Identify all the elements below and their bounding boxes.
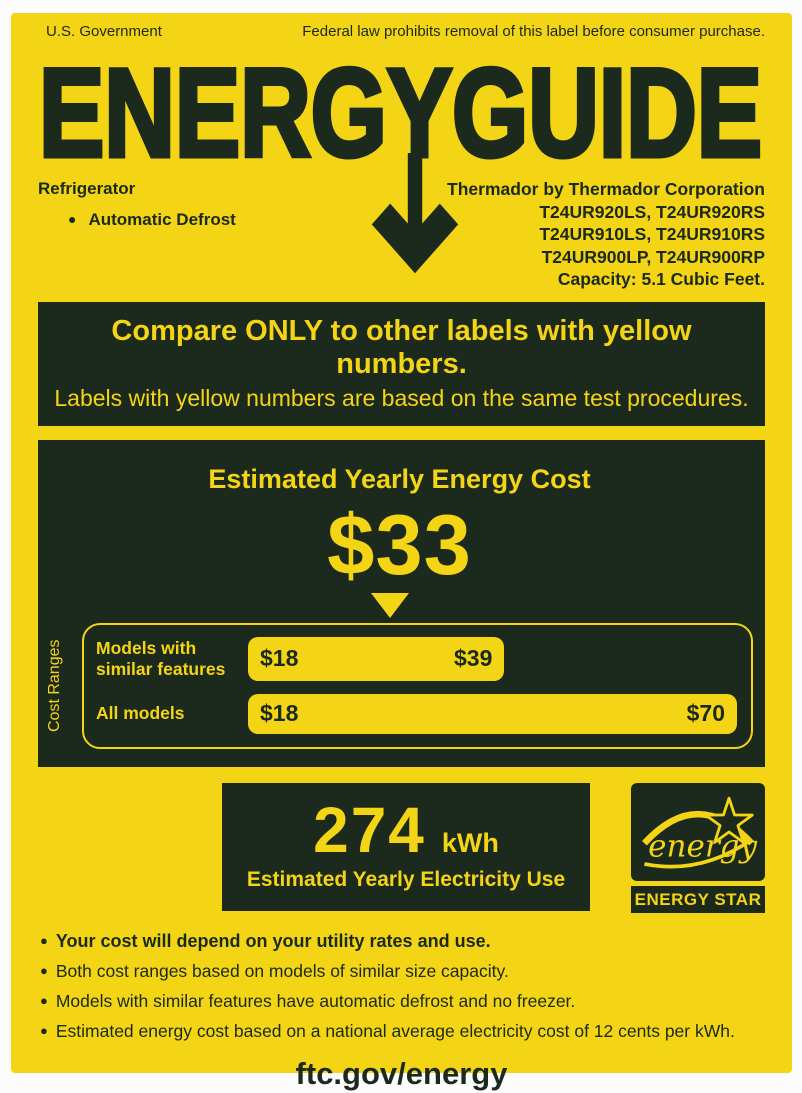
model-numbers-line: T24UR920LS, T24UR920RS [539,201,765,222]
product-left-column: Refrigerator ● Automatic Defrost [38,178,236,291]
electricity-use-box: 274 kWh Estimated Yearly Electricity Use [222,782,590,911]
footnote-text: Both cost ranges based on models of simi… [55,960,509,981]
energy-star-logo-icon: energy [641,796,758,868]
bullet-icon: ● [40,962,48,978]
energy-star-caption: ENERGY STAR [631,885,765,913]
all-models-range-bar: $18 $70 [248,693,737,734]
footnote-item: ● Estimated energy cost based on a nation… [40,1016,765,1046]
yearly-cost-title: Estimated Yearly Energy Cost [208,463,591,494]
model-numbers-line: T24UR900LP, T24UR900RP [541,246,765,267]
appliance-feature: ● Automatic Defrost [38,208,236,231]
compare-banner: Compare ONLY to other labels with yellow… [38,301,765,426]
usage-and-energystar-row: 274 kWh Estimated Yearly Electricity Use… [38,782,765,913]
cost-ranges-section: Cost Ranges Models with similar features… [46,622,753,749]
electricity-use-line: 274 kWh [222,795,590,865]
all-models-range-row: All models $18 $70 [96,693,737,734]
government-text: U.S. Government [46,23,162,40]
electricity-use-unit: kWh [441,827,499,858]
model-numbers-line: T24UR910LS, T24UR910RS [539,224,765,244]
footnotes-list: ● Your cost will depend on your utility r… [38,926,765,1046]
capacity-text: Capacity: 5.1 Cubic Feet. [557,269,765,289]
manufacturer-name: Thermador by Thermador Corporation [447,179,765,199]
energyguide-logo-text: ENERGYGUIDE [39,55,762,170]
appliance-type: Refrigerator [38,179,136,198]
footnote-item: ● Models with similar features have autom… [40,986,765,1016]
yearly-cost-box: Estimated Yearly Energy Cost $33 Cost Ra… [38,439,765,767]
footnote-item: ● Both cost ranges based on models of sim… [40,956,765,986]
similar-models-range-bar: $18 $39 [248,636,505,681]
footnote-item: ● Your cost will depend on your utility r… [40,926,765,956]
similar-models-label: Models with similar features [96,638,248,680]
energyguide-label: U.S. Government Federal law prohibits re… [11,13,792,1091]
energy-star-block: energy ENERGY STAR [631,782,765,913]
appliance-feature-label: Automatic Defrost [88,210,236,229]
similar-models-label-line1: Models with [96,637,197,658]
all-models-label-line1: All models [96,703,185,723]
similar-models-min-cost: $18 [260,645,299,671]
electricity-use-caption: Estimated Yearly Electricity Use [246,867,566,891]
energy-star-logo: energy [631,782,765,881]
all-models-max-cost: $70 [686,700,725,726]
similar-models-label-line2: similar features [96,658,226,679]
electricity-use-value: 274 [313,793,426,866]
all-models-min-cost: $18 [260,700,299,726]
cost-ranges-axis-label: Cost Ranges [46,639,63,732]
bullet-icon: ● [40,992,48,1008]
footnote-text: Models with similar features have automa… [55,990,576,1011]
compare-banner-subtext: Labels with yellow numbers are based on … [54,384,749,411]
bullet-icon: ● [40,1022,48,1038]
similar-models-range-row: Models with similar features $18 $39 [96,636,737,681]
label-header: U.S. Government Federal law prohibits re… [38,21,765,41]
yearly-cost-value: $33 [327,497,472,593]
cost-ranges-panel: Models with similar features $18 $39 All… [82,622,753,749]
spacer [38,783,222,913]
ftc-url: ftc.gov/energy [295,1055,508,1091]
all-models-label: All models [96,703,248,724]
compare-banner-headline: Compare ONLY to other labels with yellow… [111,314,692,380]
bullet-icon: ● [68,211,77,227]
product-info-row: Refrigerator ● Automatic Defrost Thermado… [38,178,765,291]
down-arrow-icon [371,153,459,274]
footnote-text: Estimated energy cost based on a nationa… [55,1020,735,1041]
footnote-text: Your cost will depend on your utility ra… [55,930,491,951]
similar-models-max-cost: $39 [454,645,493,671]
cost-pointer-icon [371,592,409,618]
bullet-icon: ● [40,932,48,948]
energyguide-logo: ENERGYGUIDE [38,55,765,170]
federal-law-notice: Federal law prohibits removal of this la… [302,23,765,40]
product-right-column: Thermador by Thermador Corporation T24UR… [447,178,765,291]
